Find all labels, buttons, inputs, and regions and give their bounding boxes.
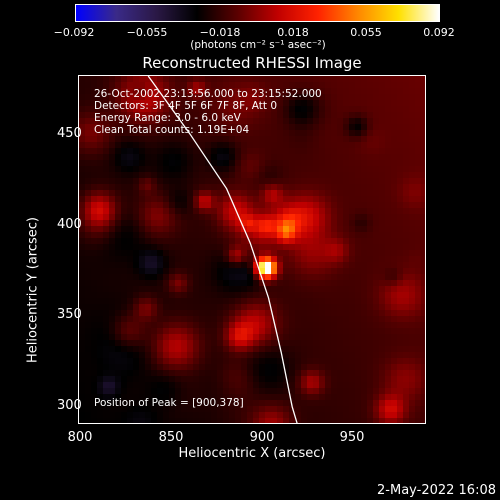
x-tick-label: 800 (67, 430, 93, 445)
y-tick-label: 300 (57, 398, 82, 413)
intensity-map (79, 76, 425, 423)
colorbar-tick: 0.092 (423, 26, 455, 39)
annotation-energy-range: Energy Range: 3.0 - 6.0 keV (94, 112, 241, 124)
y-tick-label: 400 (57, 217, 82, 232)
annotation-detectors: Detectors: 3F 4F 5F 6F 7F 8F, Att 0 (94, 100, 278, 112)
image-plot-area (78, 75, 426, 424)
colorbar-tick: −0.092 (53, 26, 95, 39)
colorbar-unit-label: (photons cm⁻² s⁻¹ asec⁻²) (190, 39, 326, 51)
y-tick-label: 450 (57, 126, 82, 141)
solar-limb-line (147, 76, 298, 423)
annotation-time-range: 26-Oct-2002 23:13:56.000 to 23:15:52.000 (94, 88, 322, 100)
x-tick-label: 850 (158, 430, 184, 445)
x-axis-label: Heliocentric X (arcsec) (178, 446, 326, 461)
x-tick-label: 900 (249, 430, 275, 445)
x-tick-label: 950 (339, 430, 365, 445)
colorbar-tick: −0.018 (199, 26, 241, 39)
y-tick-label: 350 (57, 307, 82, 322)
annotation-clean-counts: Clean Total counts: 1.19E+04 (94, 124, 250, 136)
colorbar-tick: 0.055 (350, 26, 382, 39)
plot-title: Reconstructed RHESSI Image (142, 54, 362, 72)
colorbar (75, 4, 440, 22)
peak-position-label: Position of Peak = [900,378] (94, 397, 244, 409)
colorbar-tick: −0.055 (126, 26, 168, 39)
y-axis-label: Heliocentric Y (arcsec) (25, 217, 41, 363)
colorbar-tick: 0.018 (277, 26, 309, 39)
footer-timestamp: 2-May-2022 16:08 (377, 483, 496, 498)
